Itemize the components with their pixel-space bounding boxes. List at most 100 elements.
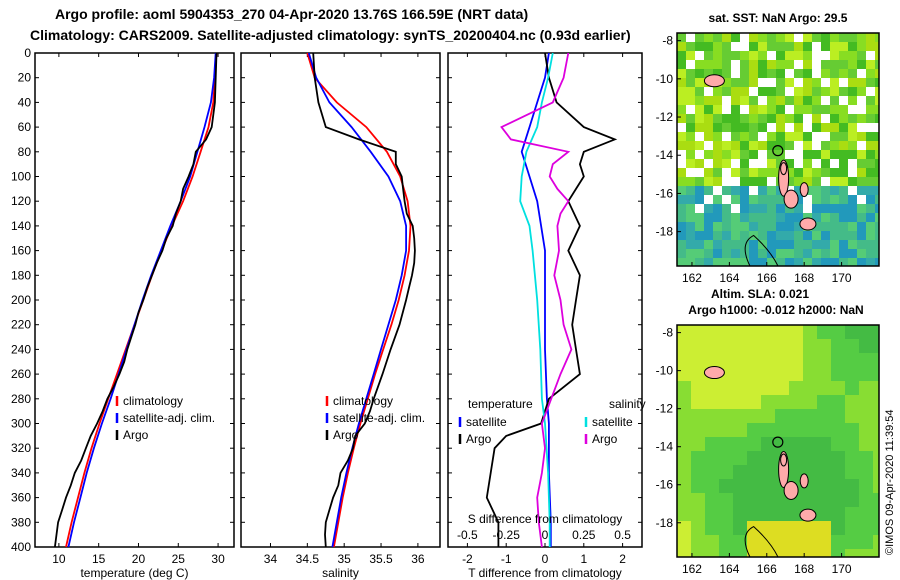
map-cell bbox=[776, 231, 785, 240]
map-x-tick-label: 162 bbox=[682, 562, 702, 576]
map-y-tick-label: -8 bbox=[662, 34, 673, 48]
map-cell bbox=[839, 132, 848, 141]
map-cell bbox=[794, 213, 803, 222]
temperature-panel: 0 20 40 60 80 100 120 140 160 180 200 220 240 260 280 3… bbox=[11, 46, 235, 580]
map-cell bbox=[749, 42, 758, 51]
map-x-tick-label: 170 bbox=[832, 562, 852, 576]
map-cell bbox=[830, 240, 839, 249]
map-cell bbox=[686, 42, 695, 51]
map-cell bbox=[830, 60, 839, 69]
map-cell bbox=[747, 381, 761, 395]
map-cell bbox=[747, 409, 761, 423]
map-cell bbox=[695, 222, 704, 231]
map-cell bbox=[733, 493, 747, 507]
map-cell bbox=[875, 240, 879, 249]
map-cell bbox=[695, 114, 704, 123]
map-cell bbox=[747, 367, 761, 381]
map-cell bbox=[785, 249, 794, 258]
map-cell bbox=[859, 549, 873, 557]
map-cell bbox=[733, 409, 747, 423]
y-tick-label: 200 bbox=[11, 293, 31, 307]
map-cell bbox=[803, 339, 817, 353]
map-cell bbox=[767, 123, 776, 132]
island bbox=[799, 473, 809, 489]
map-cell bbox=[803, 114, 812, 123]
map-cell bbox=[866, 177, 875, 186]
map-cell bbox=[857, 132, 866, 141]
map-cell bbox=[713, 195, 722, 204]
map-cell bbox=[747, 325, 761, 339]
map-cell bbox=[767, 150, 776, 159]
legend-title: salinity bbox=[609, 397, 646, 411]
legend-label: climatology bbox=[123, 394, 183, 408]
map-cell bbox=[691, 437, 705, 451]
map-cell bbox=[740, 240, 749, 249]
map-cell bbox=[691, 339, 705, 353]
map-cell bbox=[695, 87, 704, 96]
map-cell bbox=[761, 381, 775, 395]
map-cell bbox=[785, 105, 794, 114]
map-cell bbox=[794, 51, 803, 60]
map-cell bbox=[677, 105, 686, 114]
map-cell bbox=[803, 168, 812, 177]
legend-label: satellite bbox=[592, 415, 633, 429]
map-cell bbox=[733, 339, 747, 353]
map-cell bbox=[857, 159, 866, 168]
x-tick-label: 35 bbox=[338, 552, 352, 566]
map-cell bbox=[767, 249, 776, 258]
map-cell bbox=[740, 168, 749, 177]
map-cell bbox=[775, 521, 789, 535]
map-cell bbox=[677, 549, 691, 557]
map-cell bbox=[859, 353, 873, 367]
map-cell bbox=[830, 114, 839, 123]
map-cell bbox=[704, 159, 713, 168]
map-cell bbox=[831, 451, 845, 465]
map-cell bbox=[845, 549, 859, 557]
map-cell bbox=[767, 60, 776, 69]
map-cell bbox=[731, 60, 740, 69]
map-cell bbox=[785, 87, 794, 96]
map-x-tick-label: 164 bbox=[719, 562, 739, 576]
map-cell bbox=[731, 258, 740, 266]
title-line-1: Argo profile: aoml 5904353_270 04-Apr-20… bbox=[55, 6, 529, 22]
y-tick-label: 400 bbox=[11, 540, 31, 554]
y-tick-label: 220 bbox=[11, 318, 31, 332]
map-cell bbox=[812, 33, 821, 42]
map-cell bbox=[758, 168, 767, 177]
map-cell bbox=[875, 141, 879, 150]
map-cell bbox=[839, 249, 848, 258]
map-cell bbox=[848, 195, 857, 204]
map-cell bbox=[812, 150, 821, 159]
map-cell bbox=[761, 451, 775, 465]
sla-map: -8 -10 -12 -14 -16 -18 162 164 166 168 170 bbox=[656, 324, 880, 576]
map-cell bbox=[722, 105, 731, 114]
map-cell bbox=[722, 114, 731, 123]
map-cell bbox=[789, 451, 803, 465]
map-cell bbox=[789, 339, 803, 353]
map-cell bbox=[677, 87, 686, 96]
map-cell bbox=[839, 159, 848, 168]
map-cell bbox=[831, 339, 845, 353]
map-cell bbox=[695, 105, 704, 114]
map-y-tick-label: -14 bbox=[656, 148, 674, 162]
map-cell bbox=[733, 451, 747, 465]
map-cell bbox=[731, 159, 740, 168]
map-cell bbox=[761, 479, 775, 493]
map-cell bbox=[803, 353, 817, 367]
map-cell bbox=[848, 141, 857, 150]
map-cell bbox=[767, 132, 776, 141]
map-cell bbox=[705, 507, 719, 521]
map-cell bbox=[677, 168, 686, 177]
map-cell bbox=[704, 249, 713, 258]
map-cell bbox=[747, 479, 761, 493]
map-cell bbox=[677, 409, 691, 423]
map-cell bbox=[785, 51, 794, 60]
map-cell bbox=[731, 222, 740, 231]
map-cell bbox=[848, 186, 857, 195]
map-cell bbox=[704, 240, 713, 249]
map-cell bbox=[875, 132, 879, 141]
map-cell bbox=[722, 123, 731, 132]
map-cell bbox=[747, 535, 761, 549]
map-cell bbox=[794, 186, 803, 195]
island bbox=[780, 162, 788, 176]
